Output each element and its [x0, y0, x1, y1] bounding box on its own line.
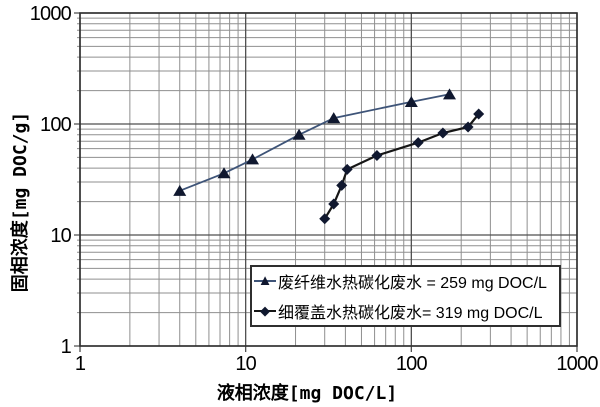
diamond-marker-icon: ◆ [254, 303, 276, 319]
legend-label-cover: 细覆盖水热碳化废水= 319 mg DOC/L [278, 305, 543, 322]
y-tick-label: 1 [61, 336, 72, 358]
series-0-markers [173, 88, 457, 196]
triangle-marker-icon: ▲ [254, 273, 276, 289]
plot-border [79, 12, 578, 347]
x-axis-title: 液相浓度[mg DOC/L] [216, 383, 398, 404]
legend: ▲ 废纤维水热碳化废水 = 259 mg DOC/L ◆ 细覆盖水热碳化废水= … [250, 265, 561, 327]
y-axis-title: 固相浓度[mg DOC/g] [10, 111, 31, 293]
legend-label-fiber: 废纤维水热碳化废水 = 259 mg DOC/L [278, 275, 547, 292]
x-tick-label: 1 [75, 353, 86, 375]
legend-item-fiber: ▲ 废纤维水热碳化废水 = 259 mg DOC/L [254, 269, 559, 293]
y-tick-label: 100 [40, 114, 72, 136]
legend-item-cover: ◆ 细覆盖水热碳化废水= 319 mg DOC/L [254, 299, 559, 323]
series-1-markers [319, 108, 485, 225]
x-tick-label: 100 [396, 353, 428, 375]
x-tick-label: 10 [235, 353, 256, 375]
y-tick-label: 1000 [30, 3, 72, 25]
x-tick-label: 1000 [556, 353, 598, 375]
y-tick-label: 10 [50, 225, 71, 247]
